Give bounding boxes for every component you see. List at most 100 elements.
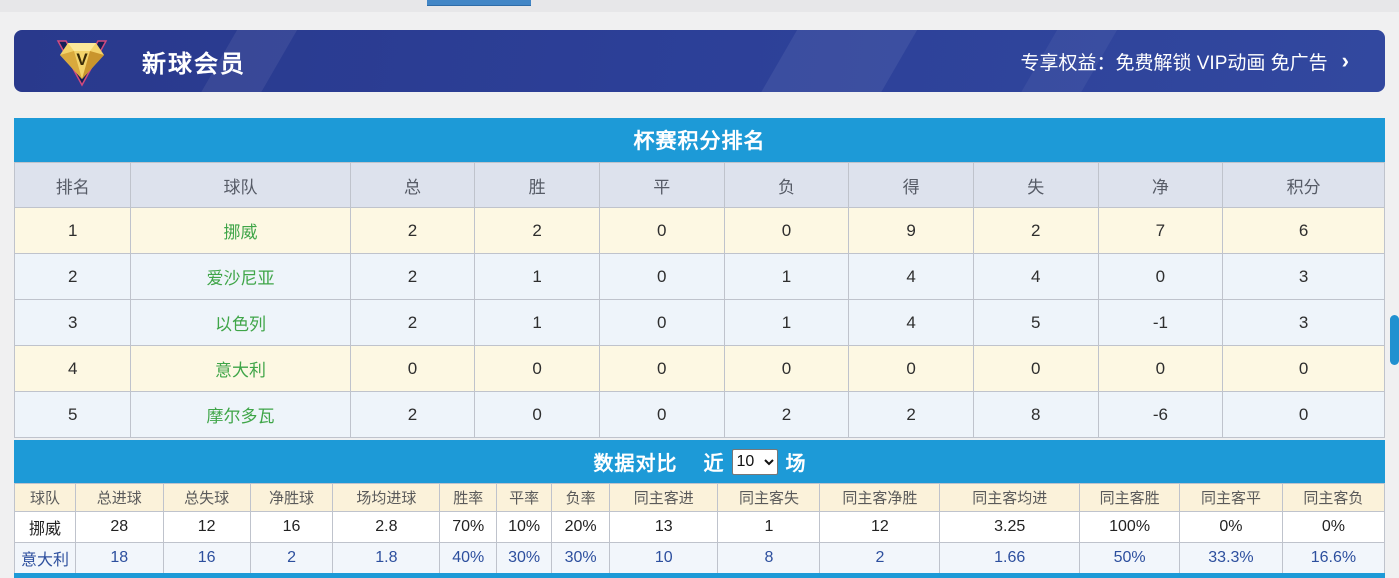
- table-cell: 3: [13, 299, 132, 346]
- table-cell: 4: [13, 345, 132, 392]
- table-cell: 1: [723, 299, 850, 346]
- table-cell: 1: [474, 299, 600, 346]
- table-cell: 10: [609, 542, 719, 574]
- column-header: 总失球: [162, 483, 251, 512]
- table-cell: 8: [717, 542, 821, 574]
- table-cell: 1: [723, 253, 850, 300]
- table-cell: 0: [723, 345, 850, 392]
- table-cell: 1.8: [332, 542, 441, 574]
- table-cell: 2: [819, 542, 941, 574]
- table-cell: 16: [162, 542, 251, 574]
- top-tab-indicator[interactable]: [427, 0, 531, 6]
- banner-streak: [739, 30, 929, 92]
- next-section-bar: [14, 573, 1385, 578]
- table-cell: 4: [848, 299, 974, 346]
- table-cell: 2: [848, 391, 974, 438]
- standings-title-bar: 杯赛积分排名: [14, 118, 1385, 162]
- table-cell: 28: [74, 511, 164, 543]
- column-header: 净胜球: [249, 483, 334, 512]
- table-cell: 0: [474, 345, 600, 392]
- table-cell: 1: [474, 253, 600, 300]
- table-cell: 10%: [496, 511, 552, 543]
- column-header: 负率: [550, 483, 611, 512]
- team-link[interactable]: 挪威: [130, 207, 351, 254]
- table-cell: 20%: [550, 511, 611, 543]
- table-cell: 8: [972, 391, 1099, 438]
- table-cell: 0: [598, 207, 725, 254]
- table-cell: 0: [474, 391, 600, 438]
- table-cell: 0: [723, 207, 850, 254]
- table-cell: 2: [349, 391, 476, 438]
- table-cell: 0: [598, 391, 725, 438]
- team-link[interactable]: 爱沙尼亚: [130, 253, 351, 300]
- range-suffix-label: 场: [785, 453, 806, 475]
- table-cell: 3.25: [939, 511, 1081, 543]
- column-header: 积分: [1222, 162, 1385, 208]
- column-header: 同主客进: [609, 483, 719, 512]
- standings-table: 排名 球队总胜平负得失净积分 1 挪威 2 2 0 0 9 2 7 6 2 爱沙尼亚 2 1 0 1 4 4 0 3 3 以…: [13, 162, 1385, 438]
- scrollbar-thumb[interactable]: [1390, 315, 1399, 365]
- table-cell: 50%: [1079, 542, 1181, 574]
- table-cell: 0: [1222, 345, 1385, 392]
- range-prefix-label: 近: [703, 453, 724, 475]
- match-count-select[interactable]: 10: [731, 448, 778, 475]
- table-cell: 2: [349, 253, 476, 300]
- table-cell: 0: [349, 345, 476, 392]
- table-cell: 0: [1097, 345, 1224, 392]
- table-cell: 4: [848, 253, 974, 300]
- team-link[interactable]: 意大利: [130, 345, 351, 392]
- table-row: 5 摩尔多瓦 2 0 0 2 2 8 -6 0: [13, 391, 1385, 438]
- table-cell: 100%: [1079, 511, 1181, 543]
- table-cell: 0: [972, 345, 1099, 392]
- vip-banner[interactable]: V 新球会员 专享权益：免费解锁 VIP动画 免广告 ›: [14, 30, 1385, 92]
- svg-text:V: V: [76, 50, 88, 69]
- table-cell: 4: [972, 253, 1099, 300]
- table-cell: 16: [249, 511, 334, 543]
- column-header: 同主客胜: [1079, 483, 1181, 512]
- table-cell: 2: [972, 207, 1099, 254]
- table-cell: 0%: [1179, 511, 1283, 543]
- table-cell: -1: [1097, 299, 1224, 346]
- column-header: 排名: [13, 162, 132, 208]
- table-cell: 13: [609, 511, 719, 543]
- table-cell: 30%: [496, 542, 552, 574]
- column-header: 总: [349, 162, 476, 208]
- table-cell: -6: [1097, 391, 1224, 438]
- comparison-title-bar: 数据对比 近 10 场: [14, 440, 1385, 483]
- table-cell: 2: [723, 391, 850, 438]
- team-link[interactable]: 以色列: [130, 299, 351, 346]
- table-cell: 70%: [439, 511, 498, 543]
- page-top-strip: [0, 0, 1399, 12]
- table-cell: 40%: [439, 542, 498, 574]
- banner-title: 新球会员: [142, 50, 246, 78]
- vip-benefits-link[interactable]: 专享权益：免费解锁 VIP动画 免广告 ›: [1020, 30, 1349, 92]
- column-header: 负: [723, 162, 850, 208]
- column-header: 同主客失: [717, 483, 821, 512]
- table-cell: 6: [1222, 207, 1385, 254]
- table-cell: 2: [474, 207, 600, 254]
- table-cell: 30%: [550, 542, 611, 574]
- column-header: 净: [1097, 162, 1224, 208]
- column-header: 球队: [14, 483, 76, 512]
- standings-title: 杯赛积分排名: [633, 130, 766, 153]
- benefits-text: 专享权益：免费解锁 VIP动画 免广告: [1020, 52, 1328, 74]
- column-header: 同主客负: [1281, 483, 1386, 512]
- column-header: 场均进球: [332, 483, 441, 512]
- table-cell: 1: [717, 511, 821, 543]
- table-cell: 2: [349, 299, 476, 346]
- comparison-title: 数据对比: [593, 453, 678, 475]
- team-link[interactable]: 意大利: [14, 542, 76, 574]
- comparison-header-row: 球队 总进球 总失球 净胜球 场均进球 胜率 平率 负率 同主客进 同主客失 同主客净胜 同主客均进同…: [14, 483, 1386, 512]
- standings-header-row: 排名 球队总胜平负得失净积分: [13, 162, 1385, 208]
- table-cell: 1.66: [939, 542, 1081, 574]
- table-cell: 5: [13, 391, 132, 438]
- column-header: 得: [848, 162, 974, 208]
- table-cell: 2: [13, 253, 132, 300]
- column-header: 同主客均进: [939, 483, 1081, 512]
- team-link[interactable]: 挪威: [14, 511, 76, 543]
- team-link[interactable]: 摩尔多瓦: [130, 391, 351, 438]
- table-cell: 12: [162, 511, 251, 543]
- table-cell: 0: [848, 345, 974, 392]
- table-row: 意大利 18 16 2 1.8 40% 30% 30% 10 8 2 1.66 50% 33.3% 16.6…: [14, 542, 1386, 574]
- column-header: 平: [598, 162, 725, 208]
